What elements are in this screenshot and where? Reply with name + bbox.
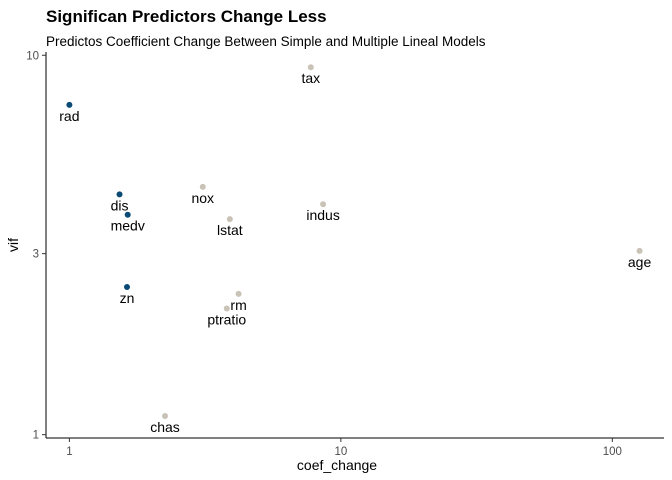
- data-point-medv: [124, 211, 131, 218]
- data-label-dis: dis: [111, 197, 129, 213]
- data-point-labels: rad dis medv zn tax nox indus lstat age rmptratio…: [59, 70, 651, 435]
- data-points: [66, 64, 643, 419]
- data-label-lstat: lstat: [217, 222, 243, 238]
- data-point-rm: [235, 290, 242, 297]
- data-label-tax: tax: [301, 70, 320, 86]
- x-tick-label: 100: [603, 446, 622, 458]
- y-axis-title: vif: [5, 238, 21, 252]
- x-tick-label: 10: [334, 446, 347, 458]
- y-tick-label: 3: [33, 249, 39, 261]
- data-point-indus: [320, 201, 327, 208]
- data-point-rad: [66, 101, 73, 108]
- y-tick-label: 10: [26, 50, 39, 62]
- data-point-age: [636, 247, 643, 254]
- data-label-ptratio: ptratio: [207, 312, 246, 328]
- x-axis-title: coef_change: [297, 457, 377, 473]
- data-point-dis: [116, 191, 123, 198]
- data-label-rad: rad: [59, 108, 79, 124]
- data-label-indus: indus: [306, 207, 339, 223]
- data-point-tax: [307, 64, 314, 71]
- data-label-zn: zn: [120, 290, 135, 306]
- data-point-chas: [162, 412, 169, 419]
- data-label-chas: chas: [150, 419, 180, 435]
- data-label-rm: rm: [230, 297, 246, 313]
- x-axis-ticks: 1 10 100: [66, 438, 622, 458]
- data-label-age: age: [628, 254, 652, 270]
- data-label-nox: nox: [191, 190, 214, 206]
- data-point-lstat: [226, 216, 233, 223]
- y-axis-ticks: 1 3 10: [26, 50, 46, 442]
- x-tick-label: 1: [66, 446, 72, 458]
- data-label-medv: medv: [111, 218, 145, 234]
- chart-title: Significan Predictors Change Less: [46, 7, 327, 26]
- data-point-nox: [199, 183, 206, 190]
- chart-subtitle: Predictos Coefficient Change Between Sim…: [46, 34, 486, 49]
- data-point-zn: [123, 284, 130, 291]
- y-tick-label: 1: [33, 430, 39, 442]
- data-point-ptratio: [223, 305, 230, 312]
